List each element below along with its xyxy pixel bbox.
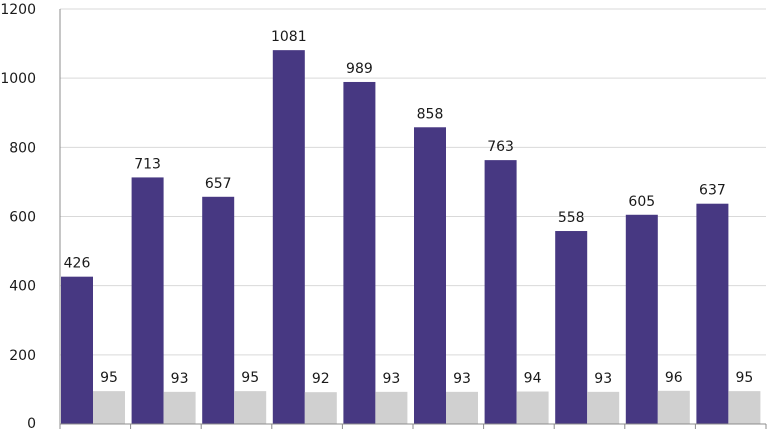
primary-bar [202,196,235,424]
data-label: 763 [487,139,514,155]
data-label: 94 [524,370,542,386]
secondary-bar [446,391,478,424]
data-label: 426 [64,256,91,272]
data-label: 95 [241,370,259,386]
secondary-bar [375,391,408,424]
y-tick-label: 600 [9,210,36,226]
data-labels: 426 713 657 1081 989 858 763 558 605 637 95 93 95 92 9… [64,29,754,387]
gridlines [60,8,766,356]
primary-bar [625,214,658,424]
data-label: 95 [100,370,118,386]
data-label: 637 [699,183,726,199]
y-tick-label: 1000 [0,71,36,87]
data-label: 713 [134,156,161,172]
y-tick-label: 200 [9,348,36,364]
primary-bar [696,203,729,424]
primary-bar [414,127,446,425]
data-label: 858 [417,106,444,122]
primary-bar [555,231,588,424]
primary-bar [61,276,93,424]
primary-bar [343,81,376,425]
y-tick-label: 0 [27,416,36,430]
secondary-bar [516,391,549,424]
y-tick-label: 1200 [0,2,36,18]
data-label: 989 [346,61,373,77]
data-label: 96 [665,370,683,386]
y-tick-label: 400 [9,279,36,295]
data-label: 558 [558,210,585,226]
secondary-bar [304,392,337,424]
primary-bar [272,50,305,424]
data-label: 93 [453,371,471,387]
data-label: 93 [382,371,400,387]
bars [61,50,761,425]
secondary-bar [234,391,267,424]
data-label: 1081 [271,29,307,45]
data-label: 92 [312,371,330,387]
data-label: 93 [171,371,189,387]
data-label: 95 [735,370,753,386]
y-tick-label: 800 [9,140,36,156]
data-label: 605 [628,194,655,210]
data-label: 93 [594,371,612,387]
primary-bar [484,160,517,425]
data-label: 657 [205,176,232,192]
primary-bar [131,177,164,424]
secondary-bar [657,390,690,424]
secondary-bar [728,391,761,424]
secondary-bar [587,391,620,424]
secondary-bar [163,391,196,424]
secondary-bar [93,391,125,424]
